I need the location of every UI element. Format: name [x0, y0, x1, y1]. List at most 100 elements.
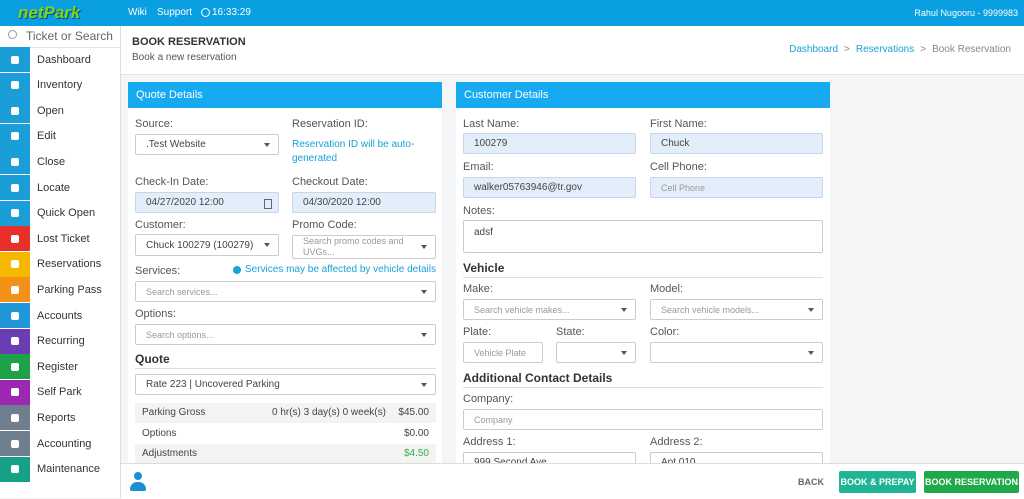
select[interactable]: Search vehicle models... — [650, 299, 823, 320]
sidebar-icon — [0, 98, 30, 124]
icon-glyph — [11, 362, 19, 371]
quote-row: Options $0.00 — [135, 424, 436, 444]
sidebar-label: Register — [37, 360, 78, 373]
sidebar-label: Maintenance — [37, 463, 100, 476]
sidebar-item[interactable]: Register — [0, 354, 120, 380]
sidebar-icon — [0, 379, 30, 405]
icon-glyph — [11, 285, 19, 294]
sidebar-item[interactable]: Recurring — [0, 328, 120, 354]
breadcrumb-link[interactable]: Dashboard — [789, 44, 839, 55]
sidebar-item[interactable]: Self Park — [0, 379, 120, 405]
sidebar-item[interactable]: Accounting — [0, 431, 120, 456]
field-value: walker05763946@tr.gov — [474, 182, 582, 193]
sidebar: Ticket or Search Dashboard Inventory Open E… — [0, 26, 121, 498]
placeholder: Search services... — [146, 286, 218, 297]
back-button[interactable]: BACK — [798, 477, 824, 487]
field-label: Last Name: — [463, 118, 520, 130]
panel-header: Customer Details — [456, 82, 830, 108]
logo[interactable]: netPark — [18, 3, 81, 22]
section-title: Quote — [135, 352, 170, 366]
input[interactable]: adsf — [463, 220, 823, 253]
sidebar-item[interactable]: Reservations — [0, 251, 120, 277]
sidebar-label: Lost Ticket — [37, 232, 90, 245]
sidebar-item[interactable]: Inventory — [0, 72, 120, 98]
book-prepay-button[interactable]: BOOK & PREPAY — [839, 471, 916, 493]
field-label: Reservation ID: — [292, 118, 368, 130]
calendar-icon[interactable] — [264, 199, 272, 209]
select[interactable]: .Test Website — [135, 134, 279, 155]
select[interactable] — [650, 342, 823, 363]
book-reservation-button[interactable]: BOOK RESERVATION — [924, 471, 1019, 493]
row-amount: $0.00 — [403, 427, 429, 439]
sidebar-label: Locate — [37, 181, 71, 194]
sidebar-icon — [0, 456, 30, 482]
field-value: 999 Second Ave — [474, 457, 547, 468]
input[interactable]: 100279 — [463, 133, 636, 154]
nav-link[interactable]: Wiki — [128, 7, 147, 18]
row-detail: 0 hr(s) 3 day(s) 0 week(s) — [272, 407, 386, 418]
icon-glyph — [11, 311, 19, 320]
select[interactable]: Search services... — [135, 281, 436, 302]
nav-link[interactable]: Support — [157, 7, 193, 18]
field-value: Chuck 100279 (100279) — [146, 239, 254, 251]
field-label: Address 2: — [650, 436, 703, 448]
sidebar-item[interactable]: Locate — [0, 175, 120, 200]
icon-glyph — [11, 106, 19, 115]
breadcrumb-current: Book Reservation — [932, 44, 1011, 55]
sidebar-item[interactable]: Quick Open — [0, 200, 120, 226]
field-label: Check-In Date: — [135, 176, 209, 188]
sidebar-label: Dashboard — [37, 53, 91, 66]
sidebar-item[interactable]: Lost Ticket — [0, 226, 120, 252]
section-rule — [463, 387, 823, 388]
input[interactable]: Company — [463, 409, 823, 430]
input[interactable]: walker05763946@tr.gov — [463, 177, 636, 198]
input[interactable]: 04/27/2020 12:00 — [135, 192, 279, 213]
icon-glyph — [11, 157, 19, 166]
sidebar-item[interactable]: Edit — [0, 123, 120, 149]
sidebar-item[interactable]: Maintenance — [0, 456, 120, 482]
info-icon — [232, 265, 241, 274]
icon-glyph — [11, 260, 19, 269]
page-header: BOOK RESERVATION Book a new reservation … — [121, 26, 1024, 75]
sidebar-icon — [0, 149, 30, 175]
select[interactable]: Rate 223 | Uncovered Parking — [135, 374, 436, 395]
sidebar-item[interactable]: Close — [0, 149, 120, 175]
sidebar-icon — [0, 277, 30, 303]
sidebar-item[interactable]: Parking Pass — [0, 277, 120, 303]
sidebar-item[interactable]: Reports — [0, 405, 120, 431]
select[interactable] — [556, 342, 636, 363]
field-label: Address 1: — [463, 436, 516, 448]
sidebar-item[interactable]: Accounts — [0, 303, 120, 328]
sidebar-item[interactable]: Open — [0, 98, 120, 124]
user-name[interactable]: Rahul Nugooru - 9999983 — [914, 8, 1018, 18]
row-label: Parking Gross — [142, 407, 206, 418]
field-label: Source: — [135, 118, 173, 130]
select[interactable]: Chuck 100279 (100279) — [135, 234, 279, 256]
sidebar-icon — [0, 328, 30, 354]
sidebar-label: Open — [37, 104, 64, 117]
sidebar-label: Self Park — [37, 386, 82, 399]
breadcrumb-link[interactable]: Reservations — [855, 44, 915, 55]
icon-glyph — [11, 413, 19, 422]
quote-row: Adjustments $4.50 — [135, 444, 436, 464]
input[interactable]: Chuck — [650, 133, 823, 154]
search-box[interactable]: Ticket or Search — [0, 26, 120, 48]
section-rule — [135, 368, 436, 369]
field-label: Services: — [135, 265, 181, 277]
input[interactable]: 04/30/2020 12:00 — [292, 192, 436, 213]
icon-glyph — [11, 465, 19, 474]
select[interactable]: Search vehicle makes... — [463, 299, 636, 320]
field-label: State: — [556, 326, 585, 338]
page-subtitle: Book a new reservation — [132, 52, 237, 63]
field-label: Color: — [650, 326, 680, 338]
input[interactable]: Cell Phone — [650, 177, 823, 198]
breadcrumb-separator: > — [920, 44, 927, 55]
customer-panel: Customer Details Last Name: 100279 First N… — [456, 82, 830, 473]
select[interactable]: Search options... — [135, 324, 436, 345]
select[interactable]: Search promo codes and UVGs... — [292, 235, 436, 259]
page-title: BOOK RESERVATION — [132, 36, 246, 48]
input[interactable]: Vehicle Plate — [463, 342, 543, 363]
sidebar-item[interactable]: Dashboard — [0, 47, 120, 72]
field-value: 04/30/2020 12:00 — [303, 197, 381, 208]
